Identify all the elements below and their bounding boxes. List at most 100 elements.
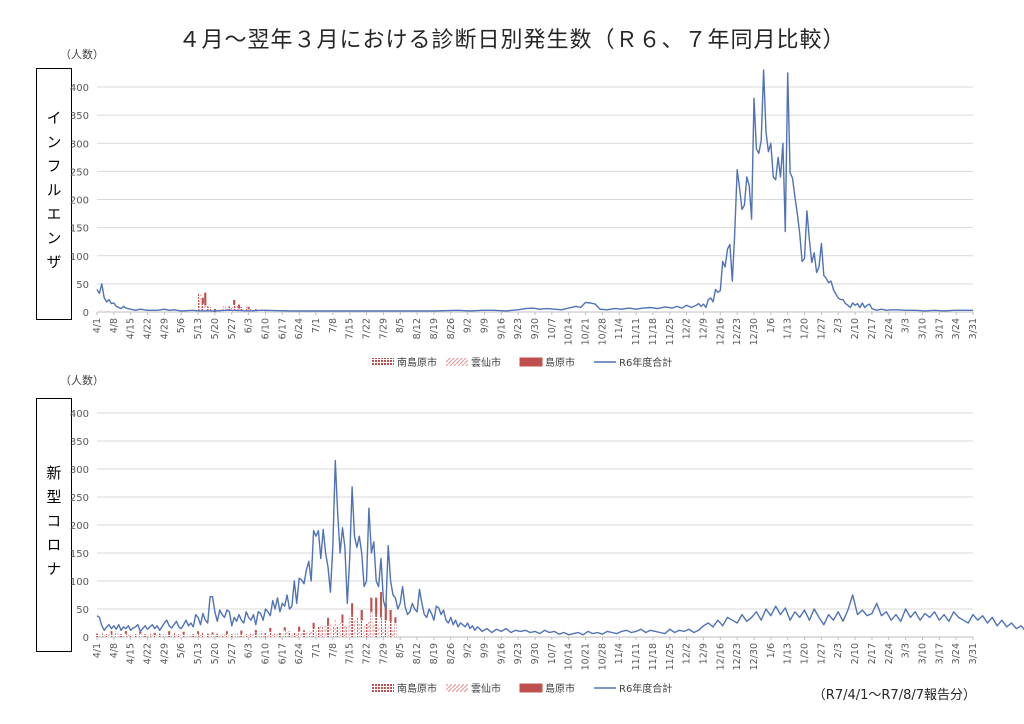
- covid-bar-unzen: [137, 634, 139, 637]
- covid-x-tick-label: 11/18: [648, 643, 659, 670]
- covid-x-tick-label: 12/23: [732, 643, 743, 670]
- flu-x-tick-label: 9/30: [530, 318, 541, 339]
- covid-bar-unzen: [281, 634, 284, 637]
- covid-x-tick-label: 7/1: [311, 643, 322, 658]
- covid-bar-shimabara: [326, 617, 330, 625]
- flu-x-tick-label: 8/19: [429, 318, 440, 339]
- flu-x-tick-label: 5/13: [193, 318, 204, 339]
- flu-x-tick-label: 1/13: [783, 318, 794, 339]
- covid-bar-unzen: [161, 635, 163, 637]
- covid-bar-unzen: [209, 634, 212, 637]
- flu-bar-unzen: [100, 310, 103, 312]
- covid-bar-shimabara: [139, 631, 142, 634]
- covid-y-tick-label: 300: [70, 465, 89, 476]
- covid-bar-unzen: [247, 635, 250, 637]
- flu-y-tick-label: 150: [70, 224, 89, 235]
- covid-bar-unzen: [339, 621, 341, 637]
- flu-x-tick-label: 3/24: [951, 318, 962, 339]
- covid-x-tick-label: 11/25: [665, 643, 676, 670]
- covid-legend-swatch-unzen: [446, 684, 468, 692]
- covid-bar-minamishimabara: [168, 633, 171, 637]
- covid-legend-swatch-minamishimabara: [372, 684, 394, 692]
- panel-label-covid: 新型コロナ: [36, 398, 72, 652]
- covid-bar-unzen: [387, 626, 390, 637]
- covid-bar-unzen: [334, 620, 337, 637]
- covid-x-tick-label: 9/2: [463, 643, 474, 658]
- flu-bar-minamishimabara: [199, 300, 202, 312]
- flu-bar-shimabara: [204, 292, 207, 306]
- covid-bar-shimabara: [375, 597, 378, 615]
- covid-bar-minamishimabara: [206, 633, 209, 637]
- covid-bar-minamishimabara: [254, 632, 257, 637]
- flu-y-tick-label: 350: [70, 111, 89, 122]
- covid-bar-unzen: [103, 635, 106, 637]
- flu-x-tick-label: 4/1: [92, 318, 103, 333]
- covid-bar-minamishimabara: [96, 633, 98, 637]
- covid-bar-unzen: [242, 634, 245, 637]
- flu-bar-shimabara: [237, 304, 241, 309]
- covid-x-tick-label: 12/30: [749, 643, 760, 670]
- covid-x-tick-label: 9/23: [513, 643, 524, 664]
- flu-x-tick-label: 9/2: [463, 318, 474, 333]
- covid-bar-unzen: [300, 632, 303, 637]
- covid-bar-unzen: [151, 635, 154, 637]
- covid-x-tick-label: 7/8: [328, 643, 339, 658]
- covid-x-tick-label: 2/3: [833, 643, 844, 658]
- covid-bar-minamishimabara: [370, 611, 373, 637]
- flu-x-tick-label: 9/23: [513, 318, 524, 339]
- flu-x-tick-label: 8/5: [395, 318, 406, 333]
- flu-bar-minamishimabara: [240, 306, 243, 312]
- covid-bar-shimabara: [153, 632, 156, 635]
- flu-bar-minamishimabara: [197, 293, 199, 312]
- covid-x-tick-label: 9/9: [479, 643, 490, 658]
- covid-bar-shimabara: [394, 617, 397, 624]
- covid-legend-label-shimabara: 島原市: [545, 682, 575, 695]
- covid-bar-unzen: [228, 634, 231, 637]
- covid-bar-unzen: [180, 634, 183, 637]
- covid-bar-unzen: [199, 634, 202, 637]
- covid-x-tick-label: 4/8: [109, 643, 120, 658]
- covid-x-tick-label: 7/22: [362, 643, 373, 664]
- covid-bar-minamishimabara: [120, 634, 122, 637]
- flu-legend-swatch-minamishimabara: [372, 358, 394, 366]
- flu-bar-minamishimabara: [201, 303, 204, 312]
- flu-y-tick-label: 50: [76, 280, 89, 291]
- covid-bar-unzen: [112, 634, 115, 637]
- flu-bar-unzen: [204, 305, 207, 312]
- flu-x-tick-label: 2/10: [850, 318, 861, 339]
- covid-x-tick-label: 9/16: [496, 643, 507, 664]
- covid-x-tick-label: 11/4: [614, 643, 625, 664]
- covid-y-tick-label: 0: [83, 633, 89, 644]
- flu-bar-minamishimabara: [223, 305, 226, 312]
- covid-bar-unzen: [315, 628, 317, 637]
- covid-bar-unzen: [353, 620, 356, 637]
- covid-bar-minamishimabara: [158, 633, 161, 637]
- flu-y-tick-label: 200: [70, 196, 89, 207]
- flu-bar-minamishimabara: [233, 304, 236, 312]
- covid-x-tick-label: 3/10: [917, 643, 928, 664]
- footnote: （R7/4/1～R7/8/7報告分）: [812, 688, 976, 703]
- flu-legend-label-minamishimabara: 南島原市: [397, 356, 437, 369]
- flu-bar-minamishimabara: [245, 307, 248, 312]
- covid-bar-unzen: [358, 623, 361, 637]
- flu-x-tick-label: 4/8: [109, 318, 120, 333]
- covid-bar-minamishimabara: [105, 634, 108, 637]
- covid-bar-minamishimabara: [356, 617, 358, 637]
- covid-bar-minamishimabara: [384, 620, 387, 637]
- covid-bar-shimabara: [379, 592, 383, 618]
- flu-x-tick-label: 3/10: [917, 318, 928, 339]
- covid-bar-minamishimabara: [269, 631, 272, 637]
- flu-x-tick-label: 4/22: [143, 318, 154, 339]
- flu-x-tick-label: 6/10: [260, 318, 271, 339]
- flu-x-tick-label: 6/17: [277, 318, 288, 339]
- influenza-chart: 0 50 100 150 200 250 300 350 400 4/1 4/8 4/15 4/22 4/…: [70, 69, 979, 369]
- flu-x-tick-label: 5/20: [210, 318, 221, 339]
- covid-bar-unzen: [262, 633, 264, 637]
- covid-bar-unzen: [238, 634, 240, 637]
- covid-total-line: [96, 459, 1024, 636]
- covid-x-tick-label: 12/16: [715, 643, 726, 670]
- covid-x-tick-label: 12/9: [698, 643, 709, 664]
- flu-bar-minamishimabara: [228, 306, 231, 312]
- covid-bar-shimabara: [389, 609, 392, 622]
- covid-bar-minamishimabara: [197, 633, 199, 637]
